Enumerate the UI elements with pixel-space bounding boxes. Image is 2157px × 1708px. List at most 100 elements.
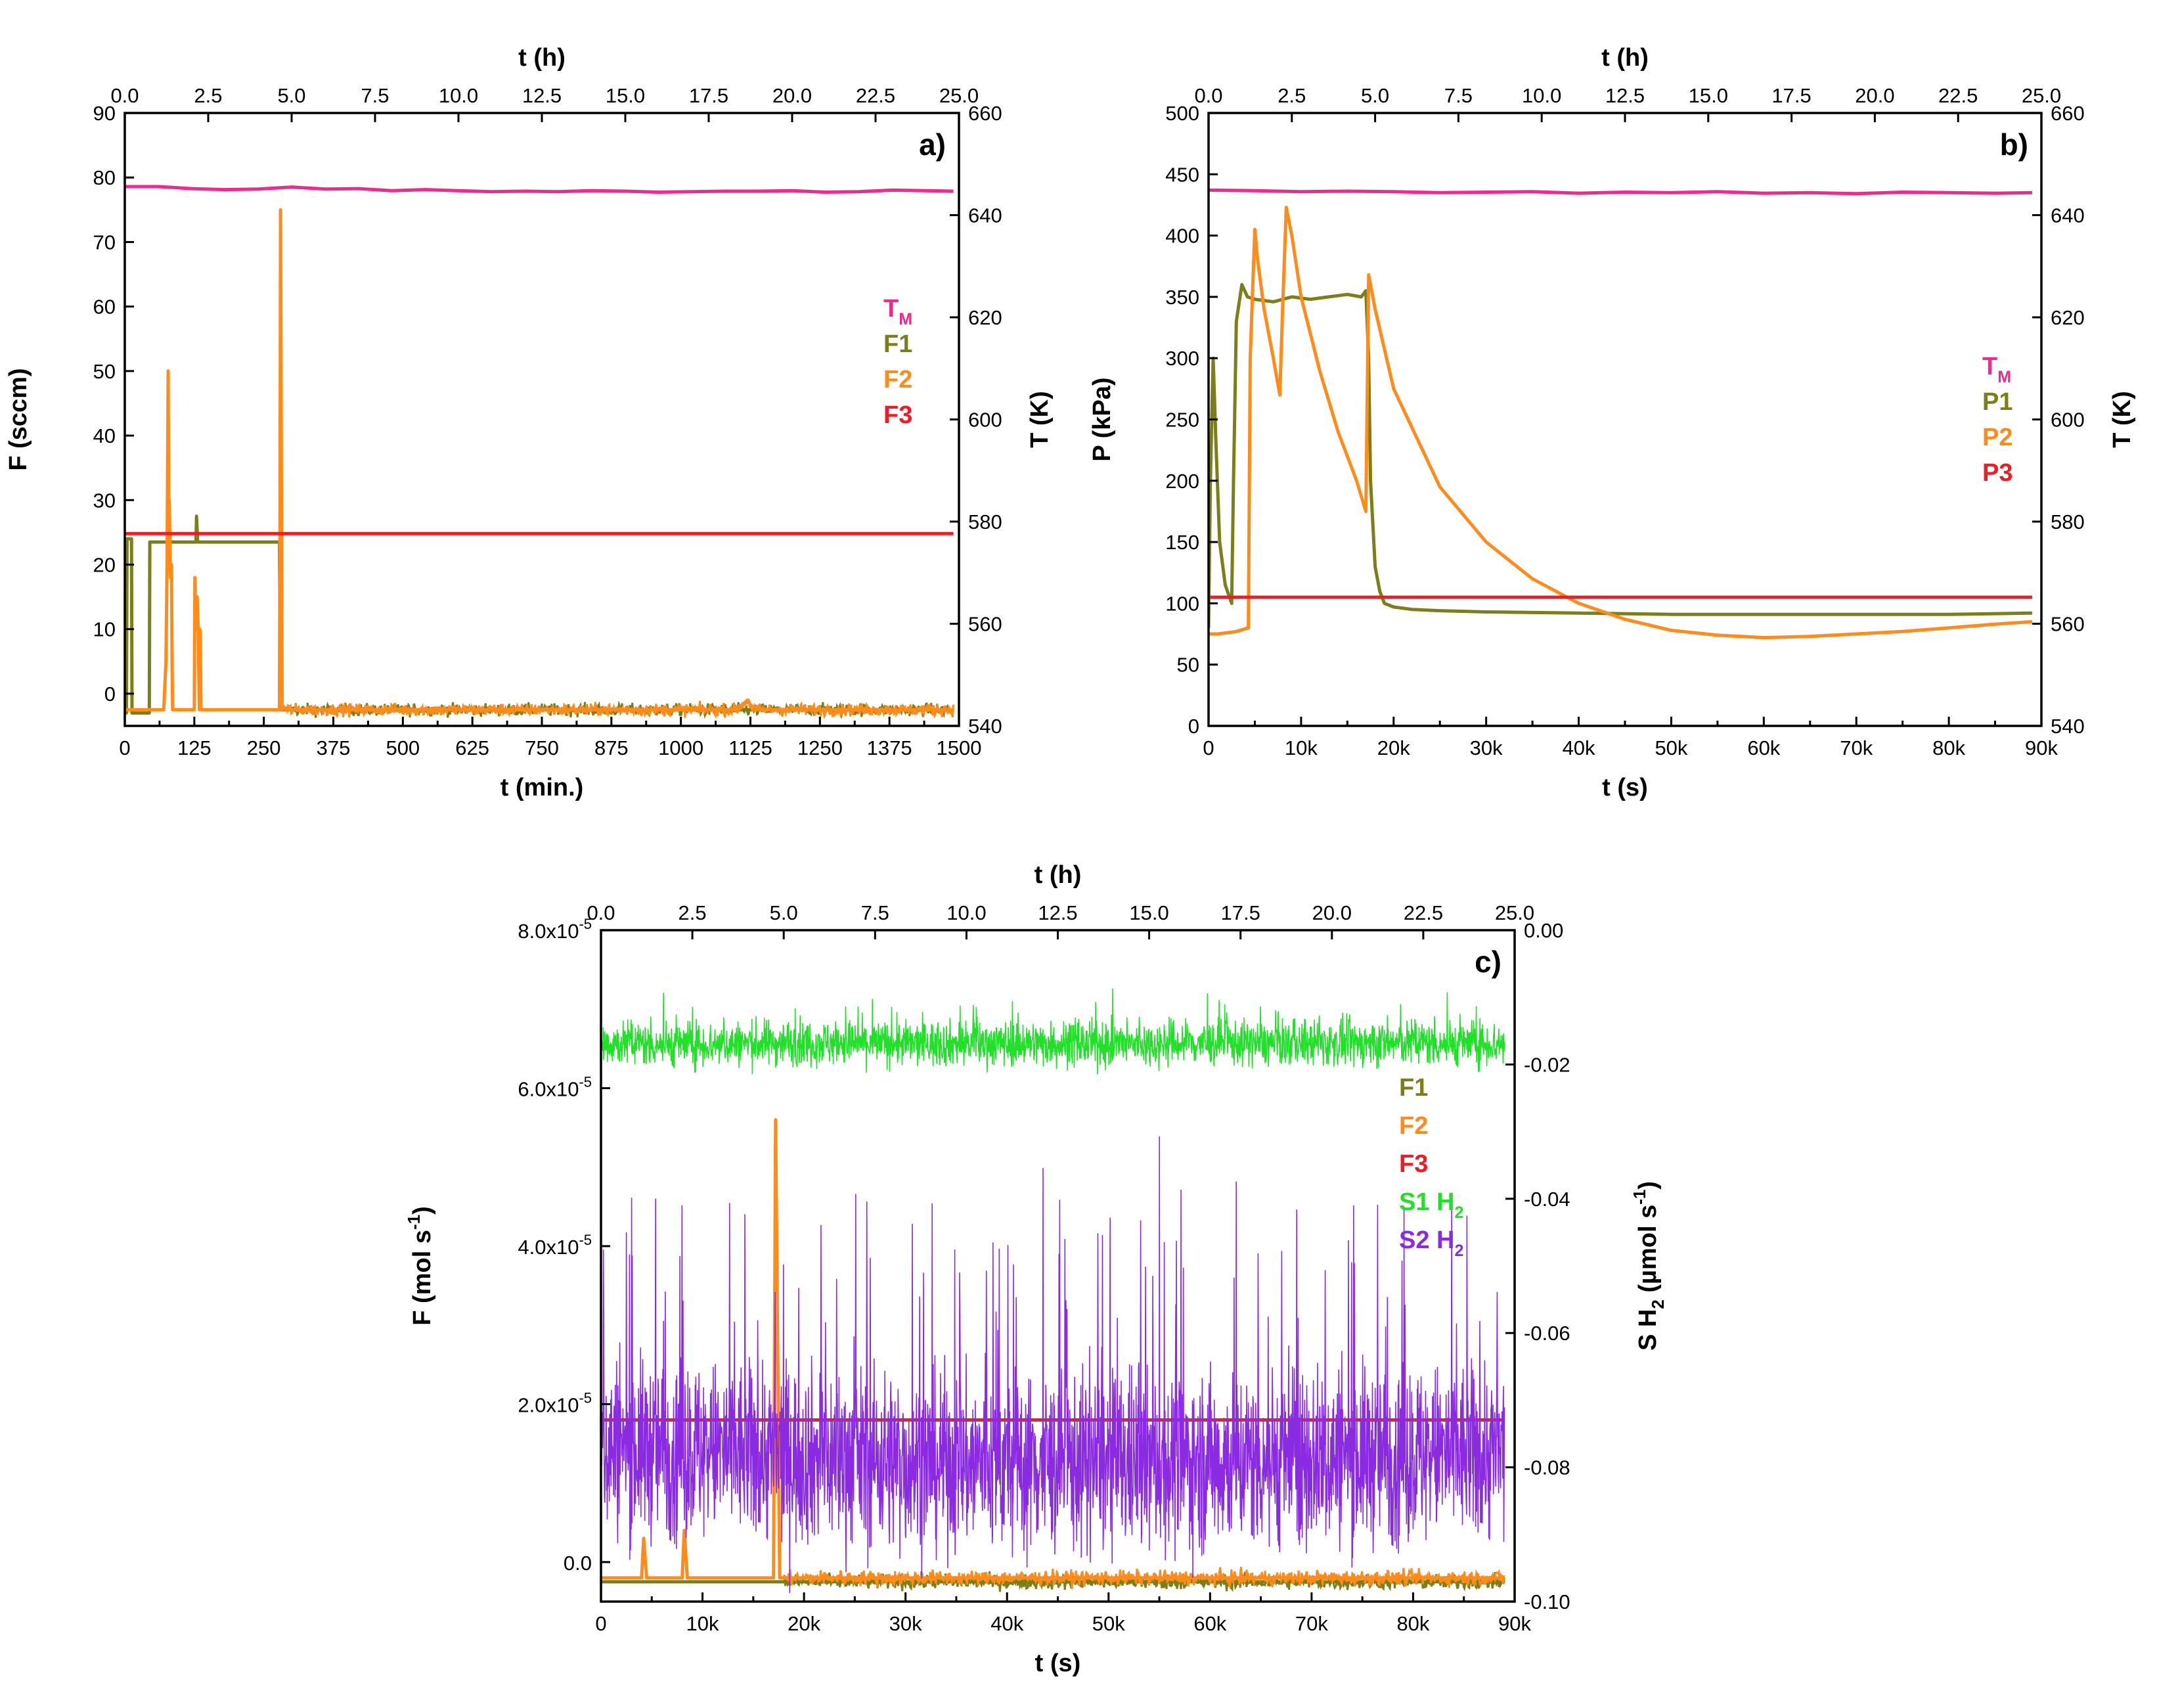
legend-text: F1 <box>1399 1074 1428 1102</box>
y-tick-label: 0.0 <box>564 1552 592 1575</box>
y-tick-base: 8.0x10 <box>518 920 579 943</box>
panel-label: c) <box>1475 945 1501 979</box>
y-tick-label: 200 <box>1165 470 1199 493</box>
y2-tick-label: 640 <box>968 204 1002 227</box>
plot-area <box>601 988 1505 1594</box>
x-top-tick-label: 22.5 <box>1938 84 1978 107</box>
x-tick-label: 50k <box>1092 1612 1125 1635</box>
series-jitter-f2 <box>285 698 954 720</box>
x-top-tick-label: 17.5 <box>1221 901 1260 924</box>
x-top-tick-label: 10.0 <box>946 901 986 924</box>
y-label-sup: -1 <box>404 1215 424 1230</box>
series-line-f1 <box>1209 282 2032 628</box>
y2-label-base: S H <box>1634 1309 1662 1351</box>
x-top-tick-label: 17.5 <box>1771 84 1811 107</box>
y2-tick-label: 640 <box>2051 204 2085 227</box>
legend-entry-f2: F2 <box>1399 1112 1428 1140</box>
legend-entry-f1: F1 <box>1399 1074 1428 1102</box>
x-axis-label: t (s) <box>1602 774 1648 801</box>
y-tick-label: 150 <box>1165 531 1199 554</box>
series-line-tm <box>1209 188 2032 196</box>
x-tick-label: 50k <box>1655 736 1687 759</box>
y-tick-label: 50 <box>1177 654 1199 677</box>
legend-text: F2 <box>1399 1112 1428 1140</box>
x-tick-label: 1250 <box>797 736 843 759</box>
legend-entry-s1: S1 H2 <box>1399 1188 1463 1222</box>
y-tick-label: 500 <box>1165 102 1199 125</box>
y-label-end: ) <box>409 1206 436 1215</box>
series-line-s2 <box>601 1136 1505 1594</box>
y2-tick-label: 580 <box>968 510 1002 533</box>
x-tick-label: 80k <box>1932 736 1965 759</box>
x-top-tick-label: 20.0 <box>772 84 812 107</box>
y-tick-exp: -5 <box>579 1232 592 1248</box>
y-tick-label: 0 <box>104 683 116 706</box>
x-top-tick-label: 2.5 <box>194 84 222 107</box>
y-tick-label: 6.0x10-5 <box>518 1073 592 1100</box>
panel-label: a) <box>919 127 946 162</box>
x-top-tick-label: 5.0 <box>277 84 305 107</box>
y-tick-label: 450 <box>1165 163 1199 186</box>
legend-text: T <box>883 295 899 323</box>
y-tick-base: 4.0x10 <box>518 1236 579 1259</box>
legend-text: P3 <box>1982 459 2012 487</box>
x-top-tick-label: 22.5 <box>856 84 895 107</box>
legend-text: S2 H <box>1399 1226 1454 1254</box>
legend-text: P2 <box>1982 424 2012 451</box>
x-tick-label: 750 <box>525 736 559 759</box>
y2-tick-label: -0.10 <box>1524 1590 1570 1613</box>
x-top-axis-label: t (h) <box>518 44 566 72</box>
x-tick-label: 1125 <box>728 736 772 759</box>
x-tick-label: 1500 <box>937 736 982 759</box>
y2-tick-label: -0.02 <box>1524 1053 1570 1076</box>
x-tick-label: 875 <box>594 736 629 759</box>
x-top-tick-label: 2.5 <box>1278 84 1306 107</box>
x-top-tick-label: 17.5 <box>689 84 728 107</box>
y2-axis-label: T (K) <box>1026 391 1054 448</box>
x-tick-label: 40k <box>1563 736 1595 759</box>
x-top-tick-label: 2.5 <box>678 901 707 924</box>
series-line-f1 <box>125 514 954 715</box>
legend-text: F1 <box>883 330 912 358</box>
x-tick-label: 40k <box>990 1612 1023 1635</box>
x-tick-label: 10k <box>1285 736 1318 759</box>
series-line-f2 <box>125 208 954 711</box>
y-tick-label: 10 <box>93 618 116 641</box>
legend-entry-f3: P3 <box>1982 459 2012 487</box>
x-top-tick-label: 10.0 <box>439 84 478 107</box>
y2-label-mid: (µmol s <box>1634 1205 1662 1299</box>
legend-entry-f2: P2 <box>1982 424 2012 451</box>
x-tick-label: 20k <box>1377 736 1410 759</box>
x-top-tick-label: 15.0 <box>1129 901 1168 924</box>
x-tick-label: 1375 <box>867 736 912 759</box>
y2-tick-label: 660 <box>2051 102 2085 125</box>
x-tick-label: 250 <box>247 736 281 759</box>
x-axis-label: t (min.) <box>500 774 584 801</box>
x-tick-label: 20k <box>788 1612 820 1635</box>
y2-tick-label: 660 <box>968 102 1002 125</box>
legend-text: T <box>1982 353 1997 380</box>
x-tick-label: 1000 <box>658 736 703 759</box>
y2-tick-label: -0.08 <box>1524 1456 1570 1479</box>
legend-entry-f3: F3 <box>1399 1150 1428 1178</box>
y2-tick-label: 0.00 <box>1524 919 1563 942</box>
x-top-tick-label: 7.5 <box>861 901 889 924</box>
plot-area <box>125 185 954 720</box>
x-top-axis-label: t (h) <box>1034 861 1082 889</box>
y-tick-label: 60 <box>93 296 116 319</box>
plot-frame <box>123 112 960 727</box>
x-tick-label: 0 <box>119 736 130 759</box>
y-tick-base: 6.0x10 <box>518 1077 579 1100</box>
legend-entry-tm: TM <box>1982 353 2011 386</box>
x-tick-label: 30k <box>889 1612 922 1635</box>
y-label-base: F (mol s <box>409 1230 436 1326</box>
series-line-f2 <box>1209 206 2033 640</box>
y-tick-label: 40 <box>93 424 116 447</box>
series-line-s1 <box>601 988 1505 1075</box>
x-tick-label: 70k <box>1295 1612 1328 1635</box>
y-axis-label: F (sccm) <box>5 368 32 470</box>
legend-text: P1 <box>1982 388 2012 416</box>
y-tick-label: 4.0x10-5 <box>518 1232 592 1259</box>
x-tick-label: 0 <box>1203 736 1214 759</box>
y-tick-exp: -5 <box>579 1073 592 1090</box>
